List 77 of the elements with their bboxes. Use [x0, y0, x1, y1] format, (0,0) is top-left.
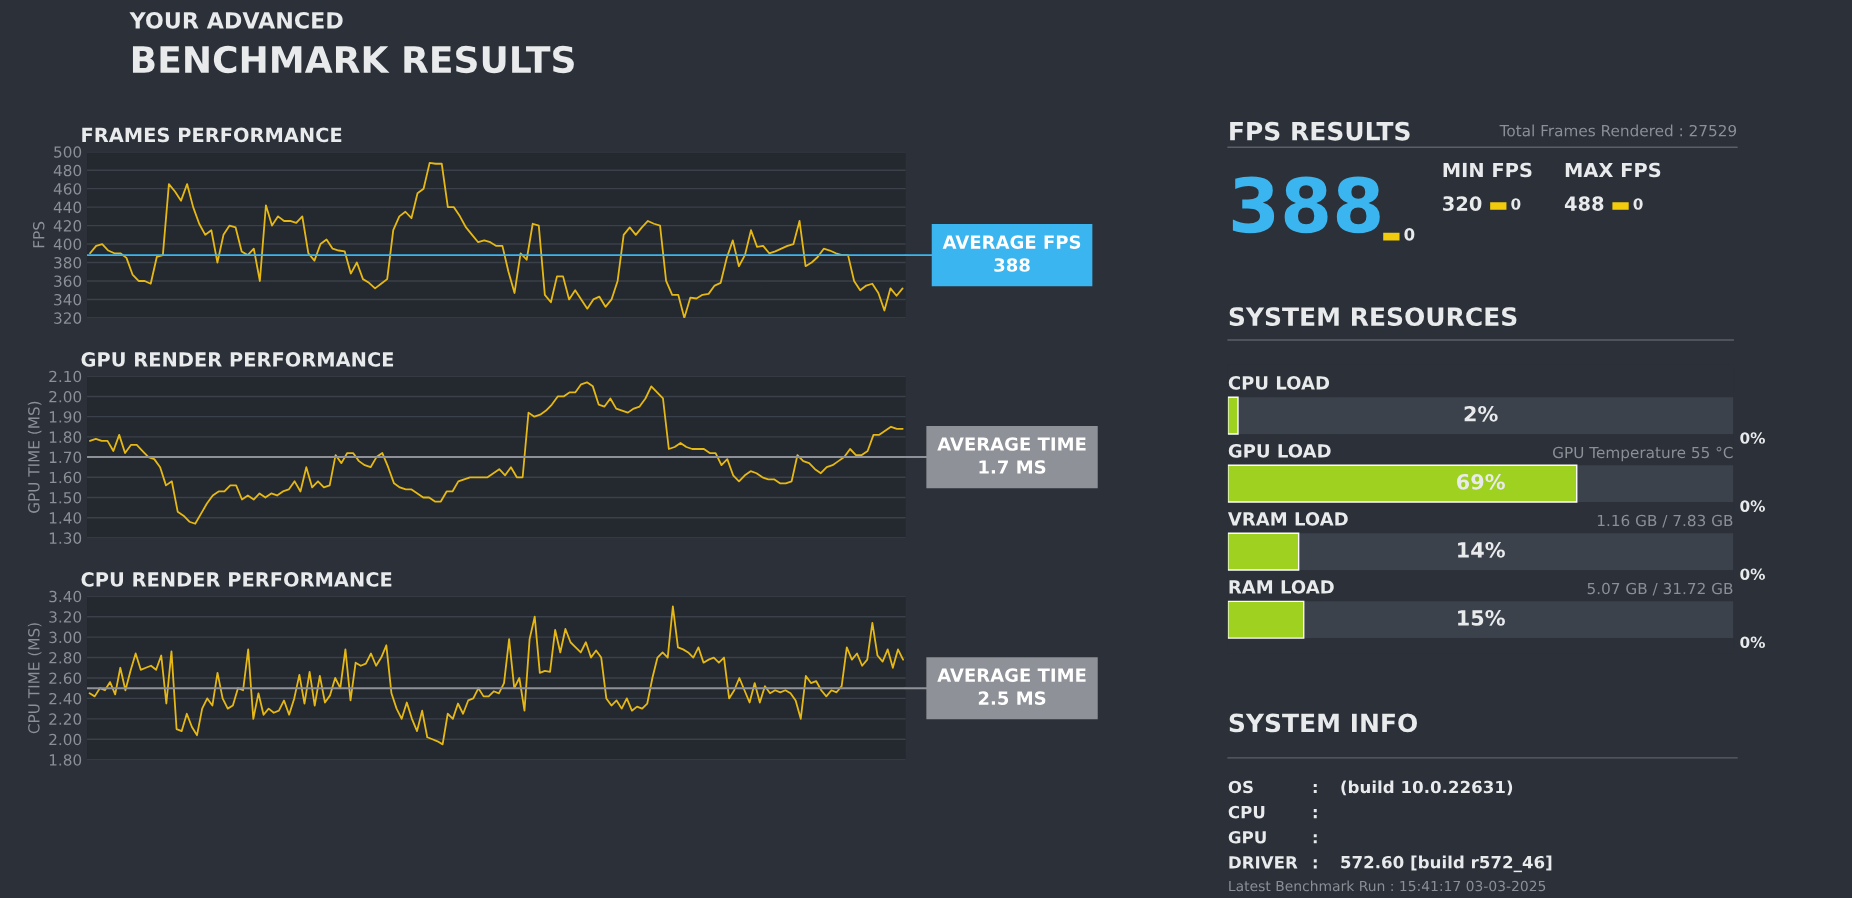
data-label: 69%	[1457, 473, 1505, 490]
category-label: GPU LOAD	[1228, 444, 1331, 458]
y-tick-label: 400	[53, 238, 82, 251]
text: 0	[1633, 198, 1643, 210]
chart-title: CPU RENDER PERFORMANCE	[81, 572, 392, 587]
text: 320	[1443, 196, 1482, 211]
text: :	[1313, 859, 1317, 869]
data-label: 2%	[1464, 405, 1498, 422]
text: 0	[1404, 228, 1415, 241]
y-tick-label: 480	[53, 164, 82, 177]
chart-title: SYSTEM RESOURCES	[1229, 307, 1517, 327]
y-tick-label: 2.60	[49, 672, 82, 685]
chart-title: GPU RENDER PERFORMANCE	[81, 352, 394, 367]
text: MIN FPS	[1443, 162, 1532, 178]
y-tick-label: 1.80	[49, 431, 82, 443]
y-tick-label: 2.20	[49, 713, 82, 725]
y-tick-label: 2.00	[49, 733, 82, 746]
text: (build 10.0.22631)	[1341, 780, 1513, 796]
y-tick-label: 340	[54, 293, 82, 306]
y-tick-label: 1.90	[49, 411, 82, 423]
ref-line-label: AVERAGE TIME 1.7 MS	[937, 437, 1086, 474]
category-label: RAM LOAD	[1229, 580, 1334, 594]
y-tick-label: 360	[54, 275, 82, 287]
chart-title: FRAMES PERFORMANCE	[82, 127, 342, 143]
text: Total Frames Rendered : 27529	[1499, 124, 1737, 137]
y-tick-label: 1.30	[49, 532, 82, 544]
text: 0%	[1740, 500, 1765, 512]
text: Latest Benchmark Run : 15:41:17 03-03-2025	[1229, 880, 1546, 892]
y-tick-label: 420	[53, 220, 82, 232]
y-axis-title: GPU TIME (MS)	[27, 401, 42, 513]
y-axis-title: CPU TIME (MS)	[27, 623, 42, 734]
data-label: 15%	[1458, 610, 1505, 626]
y-tick-label: 3.20	[49, 611, 82, 623]
y-tick-label: 320	[54, 312, 82, 324]
text: YOUR ADVANCED	[129, 11, 343, 29]
y-tick-label: 2.40	[49, 692, 82, 705]
text: 388	[1232, 176, 1380, 234]
y-tick-label: 380	[54, 256, 82, 269]
text: 0%	[1740, 432, 1765, 444]
annotation: 1.16 GB / 7.83 GB	[1597, 514, 1733, 528]
text: :	[1313, 834, 1317, 844]
y-tick-label: 1.50	[49, 491, 82, 504]
y-tick-label: 3.00	[49, 631, 82, 644]
y-tick-label: 3.40	[49, 590, 82, 603]
y-tick-label: 500	[54, 146, 82, 158]
y-tick-label: 2.80	[49, 652, 82, 664]
text: 572.60 [build r572_46]	[1341, 855, 1552, 873]
text: FPS RESULTS	[1230, 121, 1410, 141]
y-tick-label: 1.60	[49, 471, 82, 484]
y-tick-label: 2.10	[49, 370, 82, 383]
y-tick-label: 2.00	[49, 390, 82, 403]
category-label: DRIVER	[1229, 856, 1298, 869]
text: 0%	[1740, 636, 1765, 648]
text: :	[1313, 809, 1317, 819]
text: SYSTEM INFO	[1229, 713, 1417, 733]
y-tick-label: 1.70	[49, 451, 82, 464]
y-tick-label: 460	[53, 183, 82, 195]
text: MAX FPS	[1565, 162, 1661, 178]
ref-line-label: AVERAGE FPS 388	[942, 235, 1081, 272]
category-label: CPU	[1228, 805, 1265, 819]
y-tick-label: 1.80	[49, 754, 82, 766]
text: :	[1313, 783, 1317, 794]
text: 0	[1511, 198, 1521, 210]
text: 0%	[1740, 568, 1765, 580]
ref-line-label: AVERAGE TIME 2.5 MS	[937, 668, 1086, 705]
y-tick-label: 440	[53, 201, 82, 214]
data-label: 14%	[1458, 541, 1505, 558]
category-label: OS	[1228, 780, 1253, 794]
category-label: GPU	[1228, 830, 1266, 844]
annotation: GPU Temperature 55 °C	[1553, 446, 1733, 462]
annotation: 5.07 GB / 31.72 GB	[1587, 582, 1733, 596]
category-label: CPU LOAD	[1228, 376, 1330, 390]
category-label: VRAM LOAD	[1227, 512, 1348, 526]
text: BENCHMARK RESULTS	[132, 45, 574, 74]
y-tick-label: 1.40	[49, 512, 82, 524]
text: 488	[1564, 196, 1604, 211]
y-axis-title: FPS	[32, 221, 45, 248]
